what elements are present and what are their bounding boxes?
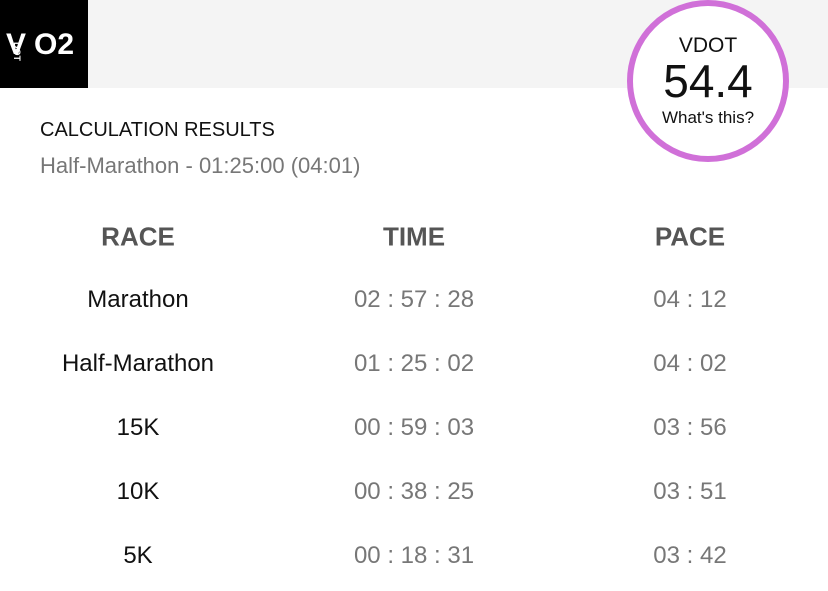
results-title: CALCULATION RESULTS — [40, 119, 275, 141]
race-pace: 03 : 51 — [653, 478, 727, 505]
badge-value: 54.4 — [663, 55, 753, 107]
logo-o2: O2 — [34, 28, 75, 61]
badge-link[interactable]: What's this? — [661, 108, 755, 127]
race-name: Marathon — [87, 286, 189, 313]
race-name: Half-Marathon — [61, 350, 215, 377]
race-pace: 04 : 02 — [653, 350, 727, 377]
logo[interactable]: V DOT O2 — [0, 0, 88, 88]
logo-dot: DOT — [12, 42, 22, 61]
race-name: 5K — [123, 542, 153, 569]
logo-v: V — [6, 28, 27, 61]
race-pace: 04 : 12 — [653, 286, 727, 313]
race-time: 00 : 38 : 25 — [353, 478, 475, 505]
race-time: 01 : 25 : 02 — [353, 350, 475, 377]
race-name: 10K — [116, 478, 160, 505]
column-header: TIME — [382, 221, 446, 252]
race-name: 15K — [116, 414, 160, 441]
race-time: 00 : 18 : 31 — [353, 542, 475, 569]
vdot-badge: VDOT 54.4 What's this? — [627, 0, 789, 162]
badge-label: VDOT — [678, 34, 738, 57]
race-time: 02 : 57 : 28 — [353, 286, 475, 313]
race-pace: 03 : 56 — [653, 414, 727, 441]
column-header: RACE — [101, 221, 175, 252]
column-header: PACE — [654, 221, 726, 252]
race-time: 00 : 59 : 03 — [353, 414, 475, 441]
race-pace: 03 : 42 — [653, 542, 727, 569]
results-subtitle: Half-Marathon - 01:25:00 (04:01) — [40, 153, 361, 178]
